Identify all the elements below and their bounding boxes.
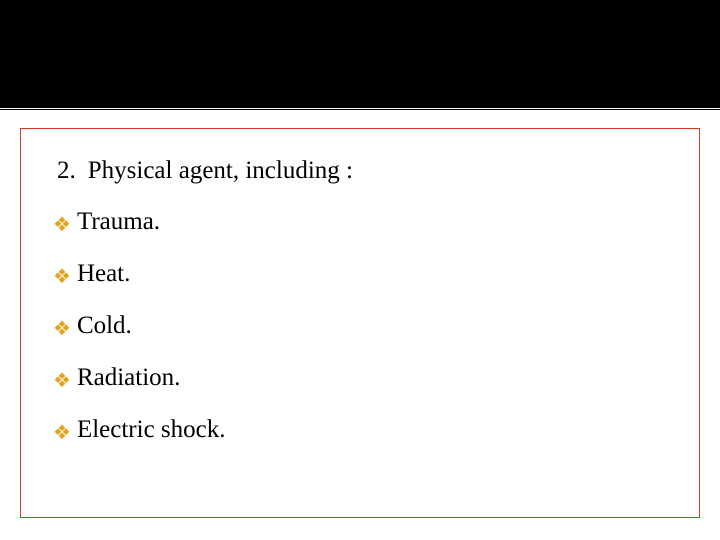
list-item: ❖ Electric shock. (53, 415, 669, 445)
title-band (0, 0, 720, 108)
bullet-label: Cold. (77, 311, 132, 341)
list-item: ❖ Radiation. (53, 363, 669, 393)
diamond-bullet-icon: ❖ (53, 215, 71, 235)
list-item: ❖ Trauma. (53, 207, 669, 237)
slide: 2. Physical agent, including : ❖ Trauma.… (0, 0, 720, 540)
heading-text: Physical agent, including : (88, 157, 353, 185)
bullet-list: ❖ Trauma. ❖ Heat. ❖ Cold. ❖ Radiation. ❖… (51, 207, 669, 445)
divider-line (0, 108, 720, 110)
heading-number: 2. (57, 157, 76, 185)
diamond-bullet-icon: ❖ (53, 267, 71, 287)
bullet-label: Electric shock. (77, 415, 226, 445)
diamond-bullet-icon: ❖ (53, 319, 71, 339)
diamond-bullet-icon: ❖ (53, 371, 71, 391)
heading-row: 2. Physical agent, including : (57, 157, 669, 185)
list-item: ❖ Heat. (53, 259, 669, 289)
bullet-label: Radiation. (77, 363, 180, 393)
bullet-label: Trauma. (77, 207, 160, 237)
list-item: ❖ Cold. (53, 311, 669, 341)
bullet-label: Heat. (77, 259, 130, 289)
content-box: 2. Physical agent, including : ❖ Trauma.… (20, 128, 700, 518)
diamond-bullet-icon: ❖ (53, 423, 71, 443)
